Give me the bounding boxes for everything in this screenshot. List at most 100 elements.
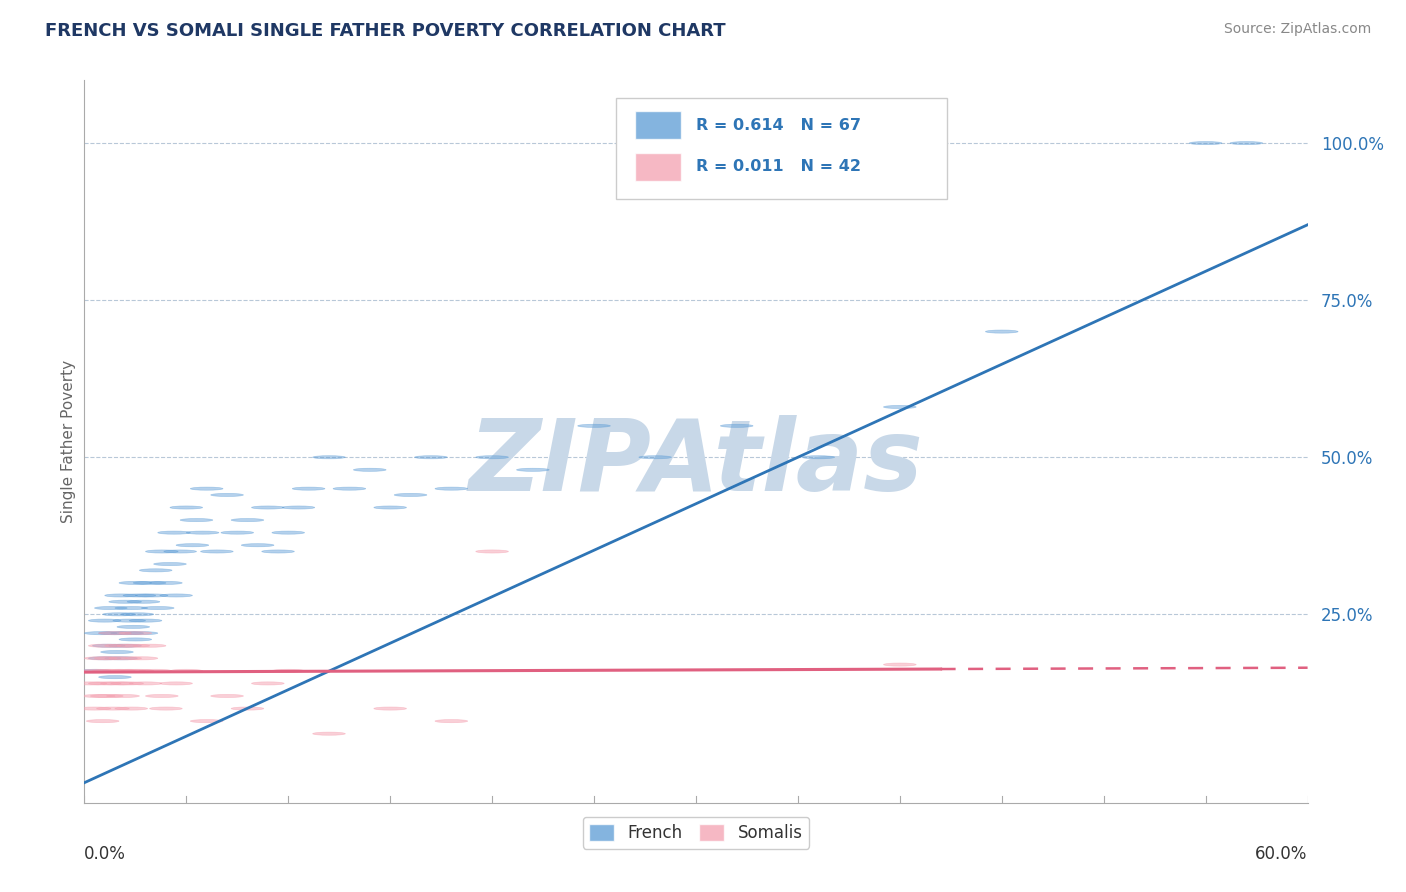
Ellipse shape bbox=[201, 550, 233, 553]
Text: ZIPAtlas: ZIPAtlas bbox=[468, 415, 924, 512]
Ellipse shape bbox=[127, 600, 160, 603]
Bar bbox=[636, 153, 682, 181]
Ellipse shape bbox=[98, 632, 131, 635]
Ellipse shape bbox=[120, 632, 152, 635]
Text: 60.0%: 60.0% bbox=[1256, 845, 1308, 863]
Ellipse shape bbox=[94, 607, 127, 609]
Ellipse shape bbox=[108, 600, 142, 603]
Ellipse shape bbox=[93, 669, 125, 673]
Ellipse shape bbox=[111, 632, 143, 635]
Ellipse shape bbox=[129, 681, 162, 685]
Ellipse shape bbox=[333, 487, 366, 491]
Ellipse shape bbox=[75, 681, 107, 685]
Text: R = 0.614   N = 67: R = 0.614 N = 67 bbox=[696, 118, 860, 133]
Ellipse shape bbox=[292, 487, 325, 491]
Ellipse shape bbox=[94, 657, 127, 660]
Y-axis label: Single Father Poverty: Single Father Poverty bbox=[60, 360, 76, 523]
Ellipse shape bbox=[221, 531, 253, 534]
Ellipse shape bbox=[170, 506, 202, 509]
Ellipse shape bbox=[86, 720, 120, 723]
Ellipse shape bbox=[434, 487, 468, 491]
Ellipse shape bbox=[170, 669, 202, 673]
Text: FRENCH VS SOMALI SINGLE FATHER POVERTY CORRELATION CHART: FRENCH VS SOMALI SINGLE FATHER POVERTY C… bbox=[45, 22, 725, 40]
Ellipse shape bbox=[97, 707, 129, 710]
Ellipse shape bbox=[129, 619, 162, 622]
Ellipse shape bbox=[312, 732, 346, 735]
Ellipse shape bbox=[190, 487, 224, 491]
Ellipse shape bbox=[104, 657, 138, 660]
Ellipse shape bbox=[98, 675, 131, 679]
Ellipse shape bbox=[883, 663, 917, 666]
Ellipse shape bbox=[104, 594, 138, 597]
Ellipse shape bbox=[103, 613, 135, 615]
Ellipse shape bbox=[89, 644, 121, 648]
Ellipse shape bbox=[434, 720, 468, 723]
Ellipse shape bbox=[157, 531, 190, 534]
Bar bbox=[636, 112, 682, 139]
Ellipse shape bbox=[252, 506, 284, 509]
Ellipse shape bbox=[353, 468, 387, 471]
Ellipse shape bbox=[186, 531, 219, 534]
Ellipse shape bbox=[242, 543, 274, 547]
Ellipse shape bbox=[231, 518, 264, 522]
Ellipse shape bbox=[84, 657, 117, 660]
Ellipse shape bbox=[121, 613, 153, 615]
Ellipse shape bbox=[1230, 142, 1263, 145]
Ellipse shape bbox=[180, 518, 212, 522]
Ellipse shape bbox=[475, 456, 509, 458]
Ellipse shape bbox=[475, 550, 509, 553]
Ellipse shape bbox=[801, 456, 835, 458]
Ellipse shape bbox=[120, 638, 152, 641]
Ellipse shape bbox=[211, 695, 243, 698]
Ellipse shape bbox=[986, 330, 1018, 333]
Ellipse shape bbox=[112, 669, 146, 673]
Ellipse shape bbox=[125, 657, 157, 660]
Text: R = 0.011   N = 42: R = 0.011 N = 42 bbox=[696, 160, 860, 175]
Ellipse shape bbox=[98, 632, 131, 635]
Ellipse shape bbox=[160, 681, 193, 685]
Ellipse shape bbox=[117, 625, 149, 629]
Ellipse shape bbox=[112, 619, 146, 622]
Ellipse shape bbox=[139, 569, 172, 572]
Ellipse shape bbox=[101, 681, 134, 685]
Ellipse shape bbox=[90, 695, 124, 698]
Ellipse shape bbox=[252, 681, 284, 685]
Ellipse shape bbox=[638, 456, 672, 458]
Ellipse shape bbox=[93, 644, 125, 648]
Ellipse shape bbox=[121, 669, 153, 673]
Ellipse shape bbox=[108, 644, 142, 648]
Ellipse shape bbox=[149, 707, 183, 710]
Ellipse shape bbox=[271, 669, 305, 673]
Ellipse shape bbox=[83, 695, 115, 698]
Ellipse shape bbox=[312, 456, 346, 458]
Ellipse shape bbox=[283, 506, 315, 509]
Ellipse shape bbox=[211, 493, 243, 497]
Ellipse shape bbox=[115, 707, 148, 710]
Ellipse shape bbox=[146, 695, 179, 698]
Ellipse shape bbox=[139, 669, 172, 673]
Ellipse shape bbox=[146, 550, 179, 553]
Ellipse shape bbox=[79, 669, 111, 673]
Ellipse shape bbox=[101, 650, 134, 654]
Ellipse shape bbox=[720, 425, 754, 427]
Ellipse shape bbox=[883, 406, 917, 409]
Ellipse shape bbox=[124, 594, 156, 597]
Ellipse shape bbox=[142, 607, 174, 609]
Ellipse shape bbox=[271, 531, 305, 534]
Ellipse shape bbox=[374, 506, 406, 509]
Ellipse shape bbox=[80, 669, 112, 673]
FancyBboxPatch shape bbox=[616, 98, 946, 200]
Ellipse shape bbox=[231, 707, 264, 710]
Ellipse shape bbox=[149, 582, 183, 584]
Ellipse shape bbox=[134, 644, 166, 648]
Ellipse shape bbox=[89, 657, 121, 660]
Ellipse shape bbox=[578, 425, 610, 427]
Ellipse shape bbox=[84, 632, 117, 635]
Ellipse shape bbox=[89, 619, 121, 622]
Ellipse shape bbox=[120, 582, 152, 584]
Ellipse shape bbox=[516, 468, 550, 471]
Ellipse shape bbox=[160, 594, 193, 597]
Ellipse shape bbox=[176, 543, 208, 547]
Ellipse shape bbox=[190, 720, 224, 723]
Ellipse shape bbox=[262, 550, 294, 553]
